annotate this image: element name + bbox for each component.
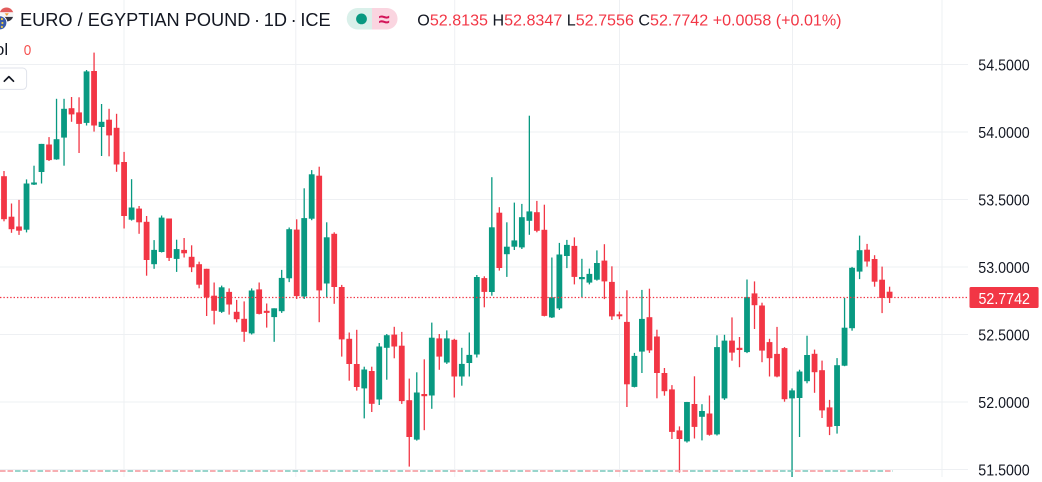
svg-text:54.5000: 54.5000 [978, 57, 1029, 75]
svg-text:53.5000: 53.5000 [978, 192, 1029, 210]
svg-text:52.0000: 52.0000 [978, 394, 1029, 412]
svg-text:Vol: Vol [0, 40, 8, 59]
svg-text:EURO / EGYPTIAN POUND · 1D · I: EURO / EGYPTIAN POUND · 1D · ICE [20, 10, 331, 30]
svg-text:52.7742: 52.7742 [979, 290, 1030, 308]
svg-text:O52.8135 H52.8347 L52.7556 C52: O52.8135 H52.8347 L52.7556 C52.7742 +0.0… [417, 12, 841, 30]
svg-text:53.0000: 53.0000 [978, 259, 1029, 277]
svg-text:52.5000: 52.5000 [978, 327, 1029, 345]
svg-text:51.5000: 51.5000 [978, 462, 1029, 477]
svg-text:54.0000: 54.0000 [978, 124, 1029, 142]
svg-text:0: 0 [24, 42, 32, 59]
svg-text:≈: ≈ [379, 9, 390, 31]
